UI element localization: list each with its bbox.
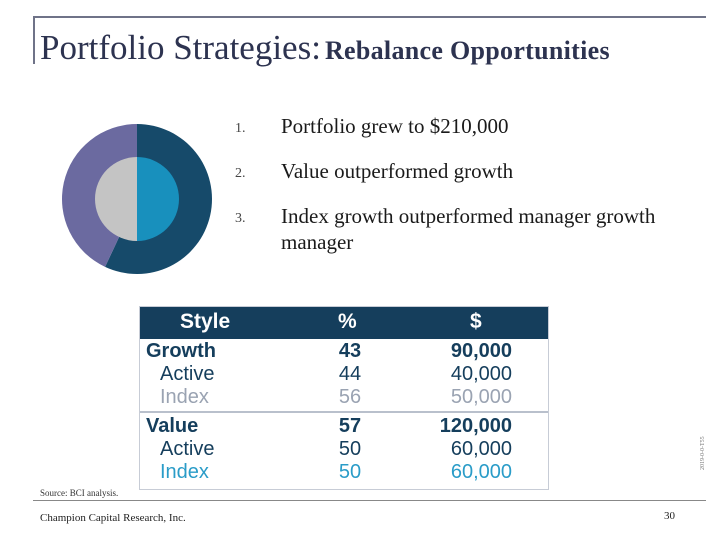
list-item: 1. Portfolio grew to $210,000: [235, 113, 675, 139]
style-table: Style % $ Growth 43 90,000 Active 44 40,…: [139, 306, 549, 490]
cell-pct: 50: [338, 461, 362, 483]
page-title: Portfolio Strategies: Rebalance Opportun…: [40, 28, 610, 68]
table-row: Active 50 60,000: [140, 438, 548, 461]
list-text: Value outperformed growth: [281, 159, 514, 183]
header-dollars: $: [470, 310, 482, 333]
list-item: 2. Value outperformed growth: [235, 158, 675, 184]
source-note: Source: BCI analysis.: [40, 488, 119, 498]
list-number: 1.: [235, 121, 246, 136]
cell-style: Active: [160, 438, 215, 460]
cell-pct: 56: [338, 386, 362, 408]
cell-pct: 44: [338, 363, 362, 385]
table-divider: [140, 411, 548, 413]
header-style: Style: [180, 310, 231, 333]
cell-dollars: 40,000: [450, 363, 512, 385]
list-text: Portfolio grew to $210,000: [281, 114, 509, 138]
cell-style: Value: [146, 415, 199, 437]
cell-dollars: 50,000: [450, 386, 512, 408]
table-header: Style % $: [140, 307, 548, 339]
cell-pct: 57: [338, 415, 362, 437]
findings-list: 1. Portfolio grew to $210,000 2. Value o…: [235, 113, 675, 274]
table-row: Active 44 40,000: [140, 363, 548, 386]
cell-pct: 43: [338, 340, 362, 362]
slide-id: 2019-0-0-T55: [700, 436, 706, 470]
top-rule: [33, 16, 706, 18]
cell-style: Growth: [146, 340, 216, 362]
inner-slice-value-index: [137, 157, 179, 241]
title-main: Portfolio Strategies:: [40, 28, 321, 67]
list-item: 3. Index growth outperformed manager gro…: [235, 203, 675, 255]
left-rule: [33, 16, 35, 64]
cell-dollars: 60,000: [450, 461, 512, 483]
table-row: Index 50 60,000: [140, 461, 548, 484]
table-row: Value 57 120,000: [140, 415, 548, 438]
cell-style: Index: [160, 461, 209, 483]
cell-dollars: 120,000: [439, 415, 512, 437]
title-sub: Rebalance Opportunities: [324, 36, 610, 65]
cell-pct: 50: [338, 438, 362, 460]
donut-chart: [62, 124, 212, 274]
cell-dollars: 90,000: [450, 340, 512, 362]
table-row: Growth 43 90,000: [140, 340, 548, 363]
page-number: 30: [664, 510, 675, 522]
list-number: 2.: [235, 166, 246, 181]
header-pct: %: [338, 310, 357, 333]
table-row: Index 56 50,000: [140, 386, 548, 409]
cell-style: Index: [160, 386, 209, 408]
footer-rule: [33, 500, 706, 501]
inner-slice-growth: [95, 157, 137, 241]
list-text: Index growth outperformed manager growth…: [281, 204, 656, 254]
cell-dollars: 60,000: [450, 438, 512, 460]
company-name: Champion Capital Research, Inc.: [40, 512, 186, 524]
cell-style: Active: [160, 363, 215, 385]
list-number: 3.: [235, 211, 246, 226]
